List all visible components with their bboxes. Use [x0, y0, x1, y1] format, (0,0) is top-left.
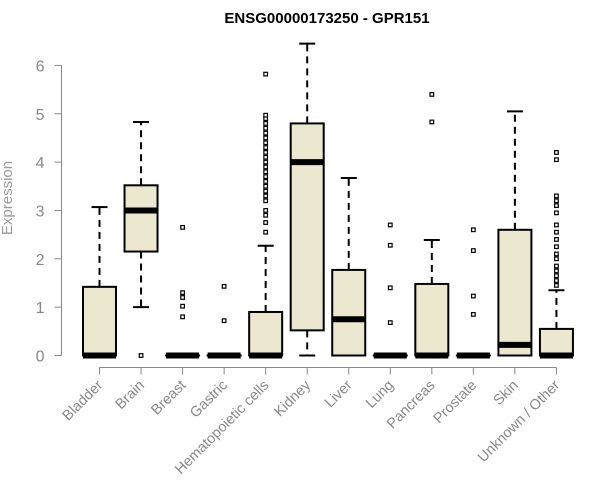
outlier-point — [554, 256, 559, 262]
outlier-point — [263, 130, 269, 136]
y-tick-label: 6 — [36, 58, 45, 75]
outlier-point — [554, 282, 559, 288]
outlier-point — [263, 140, 269, 146]
outlier-point — [263, 164, 269, 170]
outlier-point — [554, 237, 559, 242]
y-tick-label: 3 — [36, 203, 45, 220]
x-tick-label: Skin — [490, 378, 521, 409]
outlier-point — [554, 229, 559, 235]
outlier-point — [263, 208, 269, 213]
outlier-point — [221, 318, 227, 324]
outlier-point — [138, 353, 144, 358]
box — [82, 285, 117, 357]
box — [497, 228, 533, 357]
outlier-point — [180, 290, 185, 296]
outlier-point — [554, 222, 559, 228]
outlier-point — [387, 242, 393, 248]
outlier-point — [429, 119, 435, 125]
outlier-point — [180, 295, 185, 300]
box — [123, 184, 159, 253]
outlier-point — [554, 203, 559, 209]
outlier-point — [470, 293, 476, 299]
x-tick-label: Bladder — [60, 377, 107, 424]
box — [414, 282, 450, 357]
outlier-point — [180, 224, 185, 230]
x-tick-label: Prostate — [431, 378, 480, 427]
x-tick-label: Brain — [113, 378, 148, 413]
y-axis-label: Expression — [0, 161, 16, 235]
outlier-point — [429, 92, 435, 97]
outlier-point — [554, 268, 559, 274]
outlier-point — [263, 188, 269, 194]
outlier-point — [387, 285, 393, 291]
x-tick-label: Kidney — [271, 377, 314, 420]
outlier-point — [263, 154, 269, 160]
outlier-point — [263, 150, 269, 155]
outlier-point — [470, 227, 476, 233]
outlier-point — [263, 169, 269, 175]
outlier-point — [554, 278, 559, 283]
x-tick-label: Breast — [148, 378, 189, 419]
outlier-point — [263, 183, 269, 189]
outlier-point — [263, 229, 269, 235]
outlier-point — [554, 193, 559, 199]
box — [289, 122, 325, 332]
outlier-point — [263, 71, 269, 77]
outlier-point — [554, 150, 559, 155]
y-tick-label: 0 — [36, 349, 45, 366]
outlier-point — [554, 273, 559, 279]
outlier-point — [470, 312, 476, 317]
outlier-point — [387, 320, 393, 326]
x-tick-label: Liver — [322, 377, 356, 411]
outlier-point — [263, 121, 269, 126]
outlier-point — [263, 193, 269, 199]
box — [538, 327, 574, 357]
outlier-point — [263, 198, 269, 204]
y-tick-label: 1 — [36, 300, 45, 317]
x-tick-label: Lung — [363, 378, 397, 412]
box — [248, 310, 284, 357]
outlier-point — [263, 159, 269, 165]
outlier-point — [554, 210, 559, 216]
outlier-point — [554, 263, 559, 269]
outlier-point — [263, 174, 269, 180]
outlier-point — [263, 145, 269, 150]
outlier-point — [554, 198, 559, 204]
y-tick-label: 5 — [36, 107, 45, 124]
outlier-point — [180, 314, 185, 320]
outlier-point — [221, 283, 227, 289]
outlier-point — [387, 222, 393, 228]
outlier-point — [263, 112, 269, 118]
outlier-point — [554, 157, 559, 163]
outlier-point — [263, 179, 269, 184]
outlier-point — [263, 125, 269, 131]
y-tick-label: 4 — [36, 155, 45, 172]
outlier-point — [554, 251, 559, 257]
chart-title: ENSG00000173250 - GPR151 — [224, 10, 429, 27]
outlier-point — [470, 248, 476, 253]
outlier-point — [180, 303, 185, 309]
outlier-point — [263, 220, 269, 225]
outlier-point — [263, 212, 269, 218]
y-tick-label: 2 — [36, 252, 45, 269]
outlier-point — [554, 244, 559, 250]
box — [331, 268, 367, 357]
outlier-point — [263, 135, 269, 141]
